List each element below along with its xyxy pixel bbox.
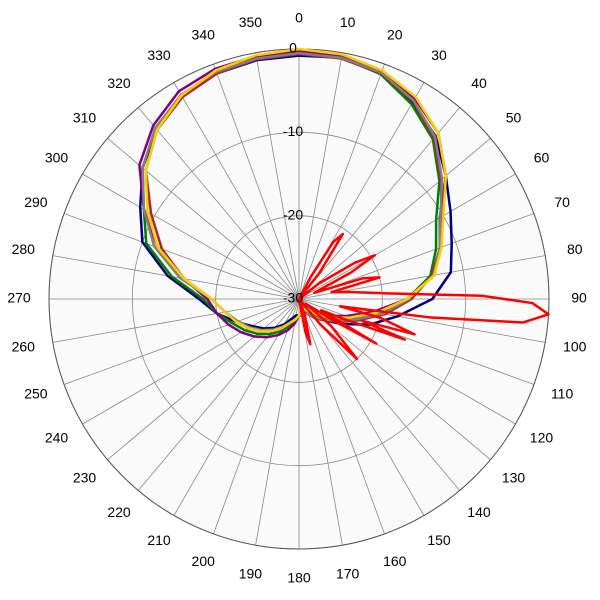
angle-label: 20 (387, 27, 403, 43)
angle-label: 90 (571, 290, 587, 306)
angle-label: 40 (471, 75, 487, 91)
angle-label: 310 (73, 110, 97, 126)
angle-label: 330 (147, 47, 171, 63)
angle-label: 60 (534, 150, 550, 166)
r-tick-label: -20 (283, 206, 303, 222)
angle-label: 230 (73, 470, 97, 486)
angle-label: 140 (467, 504, 491, 520)
angle-label: 200 (192, 553, 216, 569)
grid-spoke (298, 137, 491, 300)
angle-label: 100 (563, 338, 587, 354)
angle-label: 70 (554, 194, 570, 210)
angle-label: 220 (107, 504, 131, 520)
angle-label: 160 (383, 553, 407, 569)
pattern-line (297, 232, 550, 361)
angle-label: 130 (502, 470, 526, 486)
angle-label: 260 (12, 338, 36, 354)
grid-spoke (63, 213, 300, 300)
grid-spoke (137, 107, 300, 300)
angle-label: 120 (530, 430, 554, 446)
grid-spoke (298, 63, 385, 300)
angle-label: 290 (24, 194, 48, 210)
angle-label: 300 (45, 150, 69, 166)
angle-label: 190 (239, 565, 263, 581)
grid-spoke (82, 173, 300, 300)
angle-label: 270 (7, 290, 31, 306)
grid-spoke (298, 298, 425, 516)
grid-spoke (298, 298, 385, 535)
grid-spoke (298, 52, 343, 300)
angle-label: 150 (427, 532, 451, 548)
grid-spoke (52, 298, 300, 343)
grid-spoke (298, 298, 535, 385)
grid-spoke (52, 255, 300, 300)
angle-label: 80 (567, 241, 583, 257)
angle-label: 10 (340, 14, 356, 30)
r-tick-label: -30 (283, 290, 303, 306)
grid-spoke (298, 298, 343, 546)
angle-label: 30 (431, 47, 447, 63)
grid-spoke (63, 298, 300, 385)
angle-label: 320 (107, 75, 131, 91)
r-tick-label: -10 (283, 123, 303, 139)
grid-spoke (213, 298, 300, 535)
angle-label: 350 (239, 14, 263, 30)
r-tick-label: 0 (289, 40, 297, 56)
angle-label: 280 (12, 241, 36, 257)
pattern-line (144, 47, 448, 333)
grid-spoke (107, 298, 300, 461)
angle-label: 50 (506, 110, 522, 126)
angle-label: 170 (336, 565, 360, 581)
angle-label: 340 (192, 27, 216, 43)
angle-label: 250 (24, 385, 48, 401)
grid-spoke (173, 82, 300, 300)
grid-spoke (213, 63, 300, 300)
angle-label: 210 (147, 532, 171, 548)
grid-spoke (255, 52, 300, 300)
grid-spoke (255, 298, 300, 546)
angle-label: 0 (295, 10, 303, 26)
grid-spoke (82, 298, 300, 425)
grid-spoke (298, 173, 516, 300)
angle-label: 240 (45, 430, 69, 446)
angle-label: 110 (551, 385, 574, 401)
angle-label: 180 (287, 570, 311, 586)
